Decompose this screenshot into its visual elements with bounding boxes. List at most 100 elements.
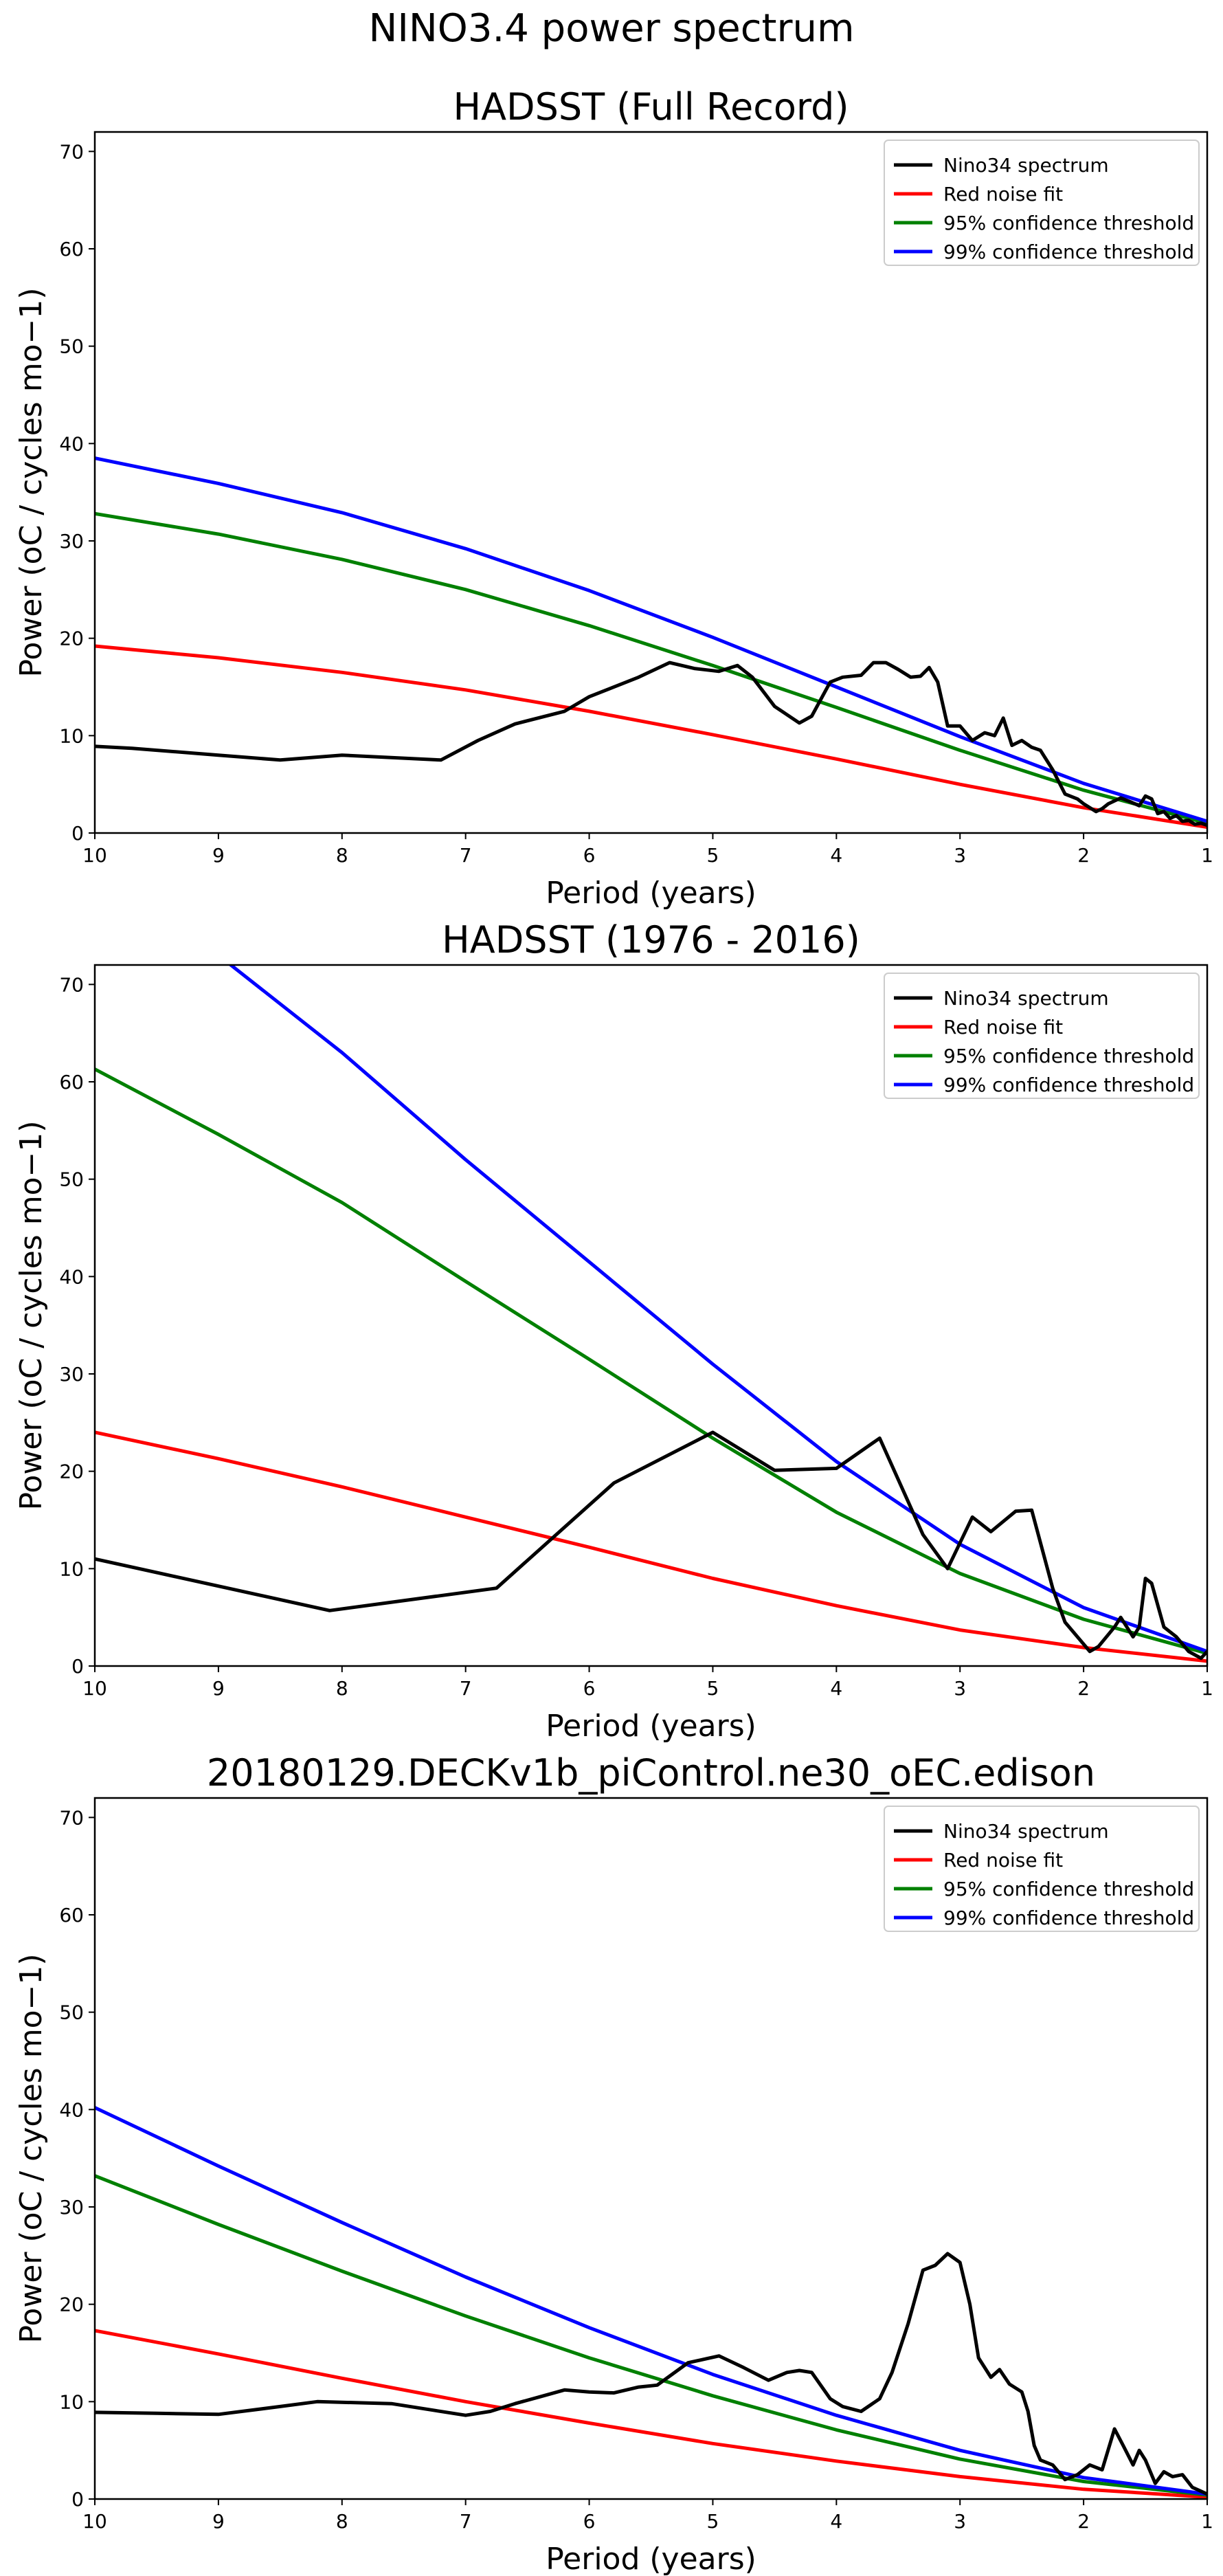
- chart1-y-tick-label: 40: [59, 432, 84, 455]
- chart3-plot-frame: [93, 1797, 1209, 2500]
- chart2-legend-box: [884, 973, 1200, 1099]
- chart2-plot-frame: [93, 964, 1209, 1667]
- chart3-x-tick-label: 5: [707, 2510, 719, 2533]
- chart1-y-tick-label: 0: [71, 822, 84, 845]
- chart1-x-tick-label: 6: [583, 844, 596, 867]
- chart1-legend-label-95-confidence-threshold: 95% confidence threshold: [943, 212, 1194, 234]
- chart3-legend-box: [884, 1806, 1200, 1932]
- chart1-x-tick-label: 9: [212, 844, 225, 867]
- chart3-legend-label-nino34-spectrum: Nino34 spectrum: [943, 1820, 1109, 1843]
- chart3-title: 20180129.DECKv1b_piControl.ne30_oEC.edis…: [207, 1751, 1095, 1795]
- chart3-x-tick-label: 1: [1201, 2510, 1213, 2533]
- chart3-x-tick-label: 10: [82, 2510, 107, 2533]
- chart1-plot-frame: [93, 131, 1209, 834]
- chart2-legend-label-nino34-spectrum: Nino34 spectrum: [943, 987, 1109, 1010]
- chart1-legend-box: [884, 140, 1200, 266]
- chart2-x-tick-label: 9: [212, 1677, 225, 1700]
- chart1-y-tick-label: 30: [59, 530, 84, 553]
- chart2-title: HADSST (1976 - 2016): [442, 918, 860, 962]
- chart2-y-tick-label: 50: [59, 1168, 84, 1191]
- chart3-legend: Nino34 spectrum Red noise fit 95% confiden…: [884, 1806, 1200, 1932]
- chart1-x-tick-label: 3: [954, 844, 966, 867]
- chart1-x-tick-label: 1: [1201, 844, 1213, 867]
- chart2-series-95-confidence-threshold: [95, 1067, 1207, 1656]
- chart2-legend: Nino34 spectrum Red noise fit 95% confiden…: [884, 973, 1200, 1099]
- chart3-y-tick-label: 30: [59, 2196, 84, 2219]
- chart3-x-tick-label: 6: [583, 2510, 596, 2533]
- chart2-y-tick-label: 0: [71, 1655, 84, 1678]
- chart1-legend-label-nino34-spectrum: Nino34 spectrum: [943, 154, 1109, 177]
- chart2-y-tick-label: 20: [59, 1461, 84, 1483]
- chart3-x-tick-label: 3: [954, 2510, 966, 2533]
- figure-title: NINO3.4 power spectrum: [368, 6, 854, 51]
- chart1-x-tick-label: 10: [82, 844, 107, 867]
- chart2-x-tick-label: 7: [460, 1677, 472, 1700]
- chart2-legend-label-95-confidence-threshold: 95% confidence threshold: [943, 1045, 1194, 1067]
- chart3: 20180129.DECKv1b_piControl.ne30_oEC.edis…: [14, 1751, 1213, 2576]
- chart3-y-axis-label: Power (oC / cycles mo−1): [14, 1953, 49, 2343]
- chart3-y-tick-label: 20: [59, 2294, 84, 2316]
- chart2-series-nino34-spectrum: [95, 1430, 1207, 1661]
- chart2-y-tick-label: 60: [59, 1071, 84, 1093]
- chart2-x-tick-label: 1: [1201, 1677, 1213, 1700]
- chart3-series-95-confidence-threshold: [95, 2174, 1207, 2497]
- chart1-x-tick-label: 4: [830, 844, 842, 867]
- chart2-x-tick-label: 5: [707, 1677, 719, 1700]
- chart3-x-tick-label: 8: [336, 2510, 348, 2533]
- chart1-y-tick-label: 60: [59, 238, 84, 260]
- chart1-title: HADSST (Full Record): [453, 85, 849, 129]
- chart1-series-red-noise-fit: [95, 644, 1207, 829]
- chart1-x-tick-label: 7: [460, 844, 472, 867]
- chart2-series-99-confidence-threshold: [227, 965, 1207, 1654]
- chart2-y-tick-label: 40: [59, 1265, 84, 1288]
- chart3-x-tick-label: 7: [460, 2510, 472, 2533]
- chart1-x-tick-label: 8: [336, 844, 348, 867]
- chart2-y-tick-label: 10: [59, 1557, 84, 1580]
- chart3-x-tick-label: 4: [830, 2510, 842, 2533]
- chart1: HADSST (Full Record) Period (years) Power …: [14, 85, 1213, 911]
- chart1-series-99-confidence-threshold: [95, 456, 1207, 823]
- chart1-series-95-confidence-threshold: [95, 511, 1207, 825]
- chart3-y-tick-label: 50: [59, 2001, 84, 2024]
- chart1-y-tick-label: 10: [59, 724, 84, 747]
- chart2-x-tick-label: 4: [830, 1677, 842, 1700]
- chart3-y-tick-label: 60: [59, 1904, 84, 1927]
- chart3-y-tick-label: 40: [59, 2098, 84, 2121]
- chart1-legend: Nino34 spectrum Red noise fit 95% confiden…: [884, 140, 1200, 266]
- chart3-y-tick-label: 70: [59, 1806, 84, 1829]
- chart3-x-tick-label: 9: [212, 2510, 225, 2533]
- chart1-y-axis-label: Power (oC / cycles mo−1): [14, 287, 49, 677]
- chart1-y-tick-label: 20: [59, 628, 84, 650]
- chart3-series-99-confidence-threshold: [95, 2106, 1207, 2496]
- chart2-x-tick-label: 3: [954, 1677, 966, 1700]
- chart3-series-red-noise-fit: [95, 2329, 1207, 2499]
- chart2-y-axis-label: Power (oC / cycles mo−1): [14, 1120, 49, 1510]
- chart2-legend-label-red-noise-fit: Red noise fit: [943, 1016, 1063, 1039]
- chart1-x-axis-label: Period (years): [546, 876, 756, 911]
- chart3-y-tick-label: 0: [71, 2488, 84, 2511]
- chart2: HADSST (1976 - 2016) Period (years) Power …: [14, 918, 1213, 1744]
- chart1-x-tick-label: 2: [1077, 844, 1090, 867]
- chart3-x-tick-label: 2: [1077, 2510, 1090, 2533]
- chart3-x-axis-label: Period (years): [546, 2542, 756, 2576]
- chart1-x-tick-label: 5: [707, 844, 719, 867]
- chart2-x-tick-label: 10: [82, 1677, 107, 1700]
- chart3-legend-label-95-confidence-threshold: 95% confidence threshold: [943, 1878, 1194, 1900]
- chart2-x-axis-label: Period (years): [546, 1709, 756, 1744]
- chart1-y-tick-label: 70: [59, 140, 84, 163]
- chart2-legend-label-99-confidence-threshold: 99% confidence threshold: [943, 1074, 1194, 1096]
- chart2-series-red-noise-fit: [95, 1430, 1207, 1663]
- chart3-y-tick-label: 10: [59, 2390, 84, 2413]
- chart3-legend-label-red-noise-fit: Red noise fit: [943, 1849, 1063, 1872]
- chart1-legend-label-red-noise-fit: Red noise fit: [943, 183, 1063, 206]
- chart1-legend-label-99-confidence-threshold: 99% confidence threshold: [943, 241, 1194, 263]
- chart2-y-tick-label: 30: [59, 1363, 84, 1386]
- chart1-y-tick-label: 50: [59, 335, 84, 358]
- chart2-y-tick-label: 70: [59, 973, 84, 996]
- chart3-series-nino34-spectrum: [95, 2252, 1207, 2496]
- chart2-x-tick-label: 2: [1077, 1677, 1090, 1700]
- chart3-legend-label-99-confidence-threshold: 99% confidence threshold: [943, 1907, 1194, 1929]
- chart2-x-tick-label: 8: [336, 1677, 348, 1700]
- chart2-x-tick-label: 6: [583, 1677, 596, 1700]
